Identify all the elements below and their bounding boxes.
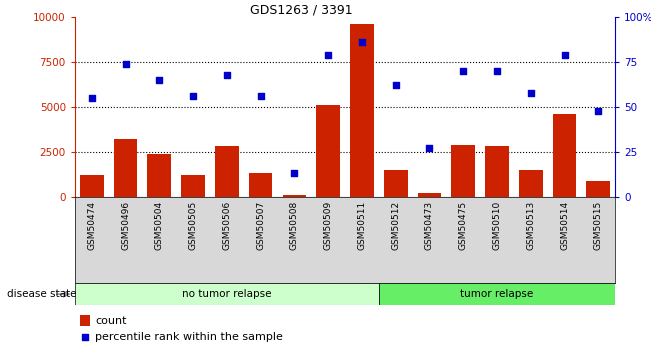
- Text: percentile rank within the sample: percentile rank within the sample: [96, 333, 283, 342]
- Text: GSM50512: GSM50512: [391, 201, 400, 250]
- Point: [120, 61, 131, 67]
- Point: [424, 146, 435, 151]
- Bar: [215, 146, 239, 197]
- Bar: [451, 145, 475, 197]
- Bar: [114, 139, 137, 197]
- Text: disease state: disease state: [7, 289, 76, 299]
- Text: GSM50496: GSM50496: [121, 201, 130, 250]
- Point: [593, 108, 603, 113]
- Bar: [181, 175, 205, 197]
- Bar: [519, 170, 542, 197]
- Bar: [418, 193, 441, 197]
- Bar: [283, 195, 306, 197]
- Text: GSM50506: GSM50506: [223, 201, 231, 250]
- Text: tumor relapse: tumor relapse: [460, 289, 534, 299]
- Point: [221, 72, 232, 77]
- Title: GDS1263 / 3391: GDS1263 / 3391: [251, 3, 353, 16]
- Text: GSM50509: GSM50509: [324, 201, 333, 250]
- Point: [188, 93, 199, 99]
- Text: GSM50514: GSM50514: [560, 201, 569, 250]
- Text: GSM50474: GSM50474: [87, 201, 96, 250]
- Point: [289, 170, 299, 176]
- Point: [255, 93, 266, 99]
- Text: no tumor relapse: no tumor relapse: [182, 289, 271, 299]
- Bar: [553, 114, 576, 197]
- Point: [323, 52, 333, 58]
- Text: GSM50511: GSM50511: [357, 201, 367, 250]
- Text: GSM50505: GSM50505: [189, 201, 197, 250]
- Bar: [75, 283, 379, 305]
- Bar: [379, 283, 615, 305]
- Point: [87, 95, 97, 101]
- Text: GSM50508: GSM50508: [290, 201, 299, 250]
- Point: [458, 68, 469, 74]
- Text: count: count: [96, 316, 127, 325]
- Bar: [316, 105, 340, 197]
- Bar: [249, 173, 272, 197]
- Text: GSM50473: GSM50473: [425, 201, 434, 250]
- Text: GSM50504: GSM50504: [155, 201, 164, 250]
- Bar: [80, 175, 104, 197]
- Bar: [587, 180, 610, 197]
- Point: [154, 77, 165, 83]
- Bar: [350, 24, 374, 197]
- Text: GSM50475: GSM50475: [459, 201, 467, 250]
- Bar: [384, 170, 408, 197]
- Point: [559, 52, 570, 58]
- Point: [391, 83, 401, 88]
- Bar: [485, 146, 509, 197]
- Bar: [80, 315, 90, 326]
- Point: [357, 40, 367, 45]
- Text: GSM50513: GSM50513: [526, 201, 535, 250]
- Point: [525, 90, 536, 95]
- Text: GSM50515: GSM50515: [594, 201, 603, 250]
- Point: [80, 335, 90, 340]
- Bar: [148, 154, 171, 197]
- Text: GSM50510: GSM50510: [493, 201, 501, 250]
- Point: [492, 68, 502, 74]
- Text: GSM50507: GSM50507: [256, 201, 265, 250]
